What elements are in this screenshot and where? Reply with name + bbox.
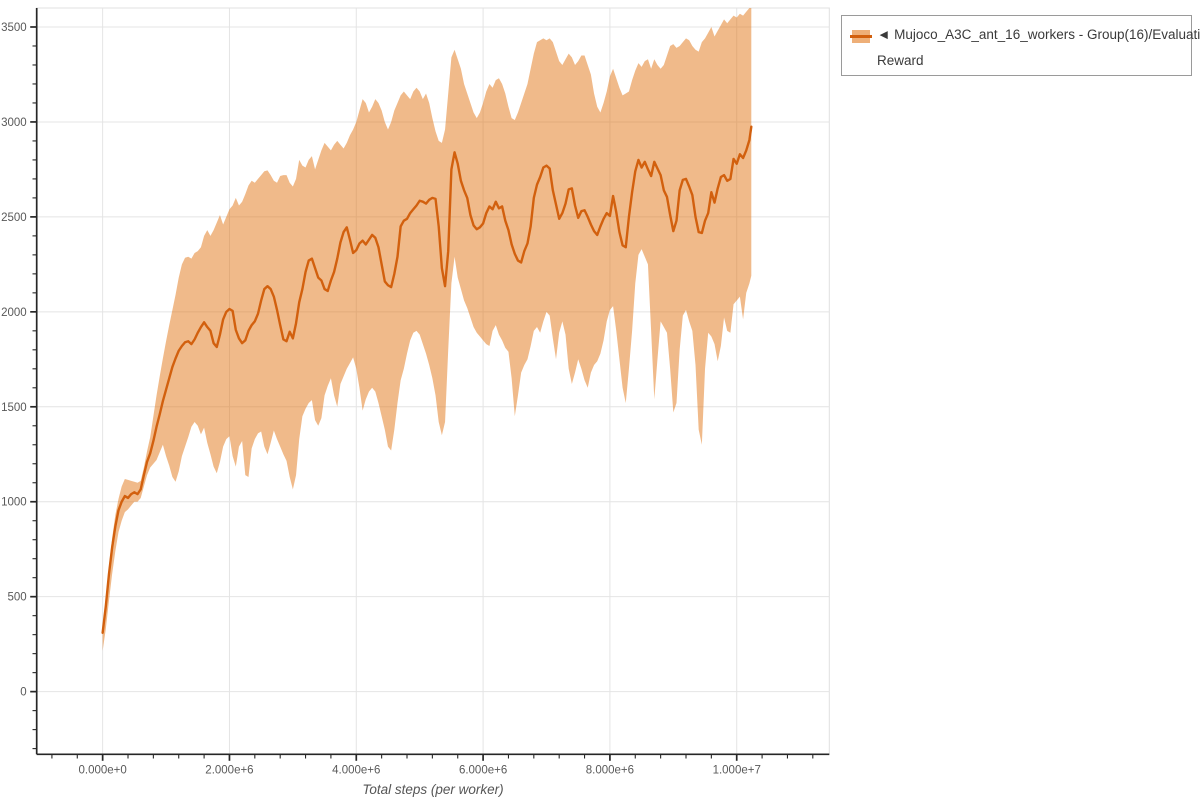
svg-text:6.000e+6: 6.000e+6 [459,764,507,776]
svg-text:4.000e+6: 4.000e+6 [332,764,380,776]
svg-text:1500: 1500 [1,402,27,414]
legend: ◄ Mujoco_A3C_ant_16_workers - Group(16)/… [841,15,1200,76]
svg-text:500: 500 [8,592,27,604]
legend-label-line2: Reward [877,53,924,68]
svg-text:1000: 1000 [1,497,27,509]
confidence-band [102,8,752,651]
svg-text:1.000e+7: 1.000e+7 [713,764,761,776]
svg-text:2500: 2500 [1,212,27,224]
legend-band-swatch-icon [850,30,872,43]
svg-text:2000: 2000 [1,307,27,319]
gridlines [36,8,830,755]
legend-line-swatch-icon [850,35,872,38]
svg-text:3000: 3000 [1,117,27,129]
svg-text:3500: 3500 [1,22,27,34]
legend-label-line1: ◄ Mujoco_A3C_ant_16_workers - Group(16)/… [877,27,1200,42]
axes-spines [35,8,830,756]
legend-label: ◄ Mujoco_A3C_ant_16_workers - Group(16)/… [877,22,1200,74]
svg-text:2.000e+6: 2.000e+6 [205,764,253,776]
svg-text:8.000e+6: 8.000e+6 [586,764,634,776]
mean-line [101,125,753,634]
svg-text:0.000e+0: 0.000e+0 [78,764,126,776]
svg-text:0: 0 [20,687,26,699]
y-tick-labels: 0 500 1000 1500 2000 2500 3000 3500 [1,22,27,699]
x-tick-labels: 0.000e+0 2.000e+6 4.000e+6 6.000e+6 8.000e+6… [78,764,760,776]
x-axis-title: Total steps (per worker) [362,782,504,797]
tick-marks [30,26,814,761]
